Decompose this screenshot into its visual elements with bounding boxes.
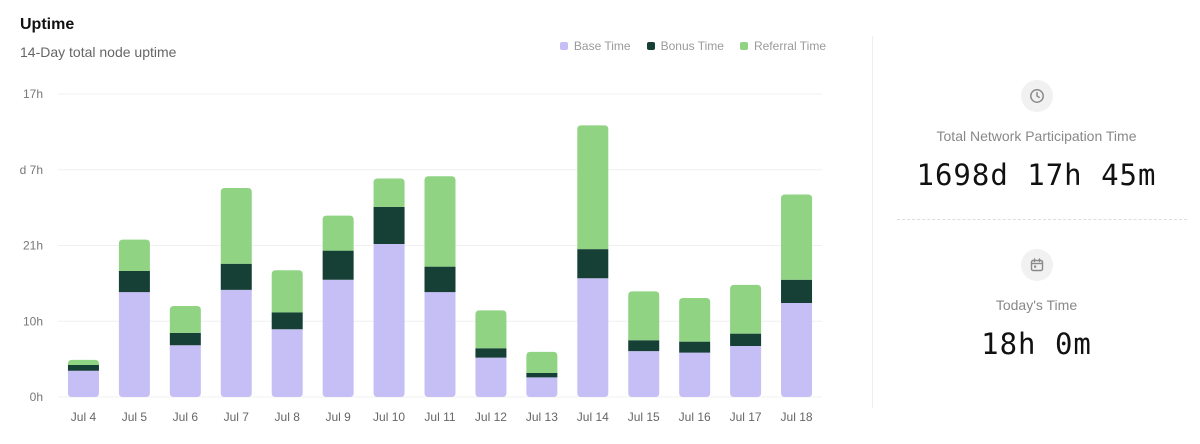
calendar-icon — [1020, 249, 1053, 281]
bar-segment-bonus-time[interactable] — [169, 332, 201, 346]
uptime-card: Uptime 14-Day total node uptime Base Tim… — [20, 16, 826, 424]
bar-segment-referral-time[interactable] — [679, 297, 711, 342]
bar-segment-base-time[interactable] — [67, 370, 99, 397]
x-tick-label: Jul 8 — [275, 410, 301, 424]
legend-swatch-referral — [739, 42, 748, 50]
x-tick-label: Jul 7 — [224, 410, 250, 424]
bar-segment-base-time[interactable] — [424, 292, 456, 397]
x-tick-label: Jul 6 — [173, 410, 199, 424]
legend-swatch-base — [559, 42, 568, 50]
bar-segment-bonus-time[interactable] — [679, 341, 711, 353]
bar-segment-referral-time[interactable] — [271, 270, 303, 313]
panel-divider — [872, 36, 873, 408]
x-tick-label: Jul 18 — [781, 410, 813, 424]
card-title: Uptime — [20, 16, 75, 33]
x-tick-label: Jul 9 — [325, 410, 351, 424]
bar-segment-bonus-time[interactable] — [118, 270, 150, 293]
bar-segment-bonus-time[interactable] — [322, 250, 354, 280]
bar-segment-referral-time[interactable] — [730, 284, 762, 334]
bar-segment-base-time[interactable] — [271, 329, 303, 397]
bar-segment-base-time[interactable] — [679, 352, 711, 397]
legend-swatch-bonus — [646, 42, 655, 50]
total-participation-stat: Total Network Participation Time 1698d 1… — [873, 80, 1200, 192]
bar-segment-bonus-time[interactable] — [628, 340, 660, 352]
bar-segment-base-time[interactable] — [322, 279, 354, 397]
bar-segment-bonus-time[interactable] — [271, 312, 303, 330]
bar-segment-referral-time[interactable] — [628, 291, 660, 341]
y-tick-label: 0h — [30, 390, 43, 404]
stats-panel: Total Network Participation Time 1698d 1… — [873, 0, 1200, 444]
bar-segment-bonus-time[interactable] — [781, 279, 813, 304]
legend-label-base: Base Time — [573, 39, 631, 53]
x-tick-label: Jul 4 — [71, 410, 97, 424]
x-tick-label: Jul 15 — [628, 410, 660, 424]
bar-segment-base-time[interactable] — [628, 351, 660, 397]
bar-segment-referral-time[interactable] — [220, 187, 252, 264]
x-tick-label: Jul 13 — [526, 410, 558, 424]
bar-segment-base-time[interactable] — [475, 357, 507, 397]
bar-segment-referral-time[interactable] — [169, 305, 201, 333]
bar-segment-referral-time[interactable] — [781, 194, 813, 280]
bar-segment-referral-time[interactable] — [424, 176, 456, 267]
bar-segment-bonus-time[interactable] — [475, 348, 507, 358]
bar-segment-bonus-time[interactable] — [577, 249, 609, 279]
x-tick-label: Jul 10 — [373, 410, 405, 424]
stats-divider — [897, 219, 1187, 220]
legend-item-bonus[interactable]: Bonus Time — [646, 39, 724, 53]
total-participation-label: Total Network Participation Time — [936, 128, 1137, 144]
bar-segment-bonus-time[interactable] — [67, 364, 99, 371]
bar-segment-bonus-time[interactable] — [730, 333, 762, 347]
bar-segment-referral-time[interactable] — [118, 239, 150, 271]
bar-segment-base-time[interactable] — [373, 244, 405, 397]
chart-legend: Base Time Bonus Time Referral Time — [559, 39, 826, 53]
bar-segment-bonus-time[interactable] — [220, 263, 252, 290]
uptime-bar-chart: 0h 10h 21h d 7h 17h Jul 4 Jul 5 Jul 6 Jul 7 Jul 8… — [20, 87, 822, 424]
x-tick-label: Jul 14 — [577, 410, 609, 424]
bar-segment-base-time[interactable] — [781, 303, 813, 397]
bar-segment-referral-time[interactable] — [322, 215, 354, 251]
y-tick-label: 17h — [23, 87, 43, 101]
clock-icon — [1020, 80, 1053, 112]
bar-segment-referral-time[interactable] — [373, 178, 405, 207]
bar-segment-base-time[interactable] — [220, 289, 252, 397]
card-subtitle: 14-Day total node uptime — [20, 44, 177, 60]
bar-segment-referral-time[interactable] — [67, 359, 99, 365]
bar-segment-bonus-time[interactable] — [526, 372, 558, 378]
y-tick-label: 21h — [23, 239, 43, 253]
bar-segment-referral-time[interactable] — [526, 351, 558, 373]
todays-time-value: 18h 0m — [981, 327, 1092, 361]
bar-segment-base-time[interactable] — [577, 278, 609, 397]
x-tick-label: Jul 12 — [475, 410, 507, 424]
bar-segment-base-time[interactable] — [118, 292, 150, 397]
y-tick-label: d 7h — [20, 163, 43, 177]
legend-label-referral: Referral Time — [753, 39, 826, 53]
bar-segment-referral-time[interactable] — [475, 310, 507, 349]
bar-segment-referral-time[interactable] — [577, 125, 609, 250]
bar-segment-bonus-time[interactable] — [424, 266, 456, 293]
todays-time-label: Today's Time — [995, 297, 1078, 313]
bar-segment-base-time[interactable] — [169, 345, 201, 397]
x-tick-label: Jul 5 — [122, 410, 148, 424]
x-tick-label: Jul 16 — [679, 410, 711, 424]
total-participation-value: 1698d 17h 45m — [916, 158, 1157, 192]
todays-time-stat: Today's Time 18h 0m — [873, 249, 1200, 361]
bar-segment-bonus-time[interactable] — [373, 206, 405, 245]
bar-segment-base-time[interactable] — [730, 346, 762, 397]
legend-label-bonus: Bonus Time — [660, 39, 724, 53]
y-tick-label: 10h — [23, 314, 43, 328]
bar-segment-base-time[interactable] — [526, 377, 558, 397]
x-tick-label: Jul 11 — [424, 410, 455, 424]
legend-item-base[interactable]: Base Time — [559, 39, 631, 53]
x-tick-label: Jul 17 — [730, 410, 762, 424]
legend-item-referral[interactable]: Referral Time — [739, 39, 826, 53]
